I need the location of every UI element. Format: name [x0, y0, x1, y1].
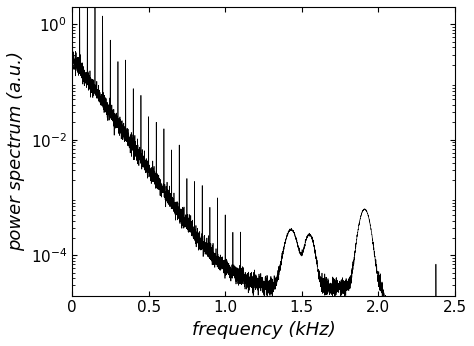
Y-axis label: power spectrum (a.u.): power spectrum (a.u.)	[7, 51, 25, 251]
X-axis label: frequency (kHz): frequency (kHz)	[191, 321, 336, 339]
